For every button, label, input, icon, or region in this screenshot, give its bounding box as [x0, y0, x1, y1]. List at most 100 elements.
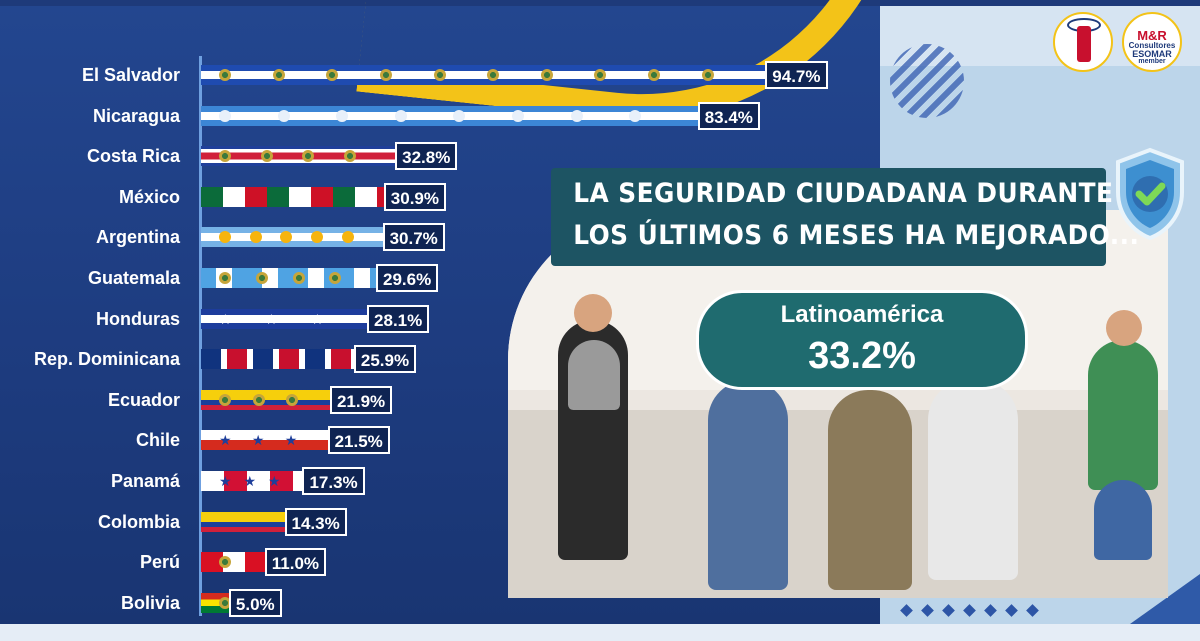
value-label: 28.1%	[367, 304, 430, 333]
flag-emblem: ★	[219, 310, 232, 327]
logo-org-text: ESOMAR	[1132, 49, 1172, 59]
region-value: 33.2%	[808, 335, 916, 377]
headline-box: LA SEGURIDAD CIUDADANA DURANTE LOS ÚLTIM…	[551, 168, 1140, 266]
flag-emblem	[219, 231, 231, 244]
bar-dominican-republic-flag	[201, 349, 356, 370]
flag-emblem	[292, 272, 305, 284]
regional-average-badge: Latinoamérica 33.2%	[696, 290, 1028, 390]
diamond-dot	[921, 604, 934, 617]
category-label: El Salvador	[81, 65, 180, 85]
flag-emblem	[511, 109, 524, 122]
value-label: 30.7%	[382, 223, 445, 252]
flag-emblem	[629, 109, 642, 122]
flag-emblem: ★	[265, 310, 278, 327]
diamond-dot	[1005, 604, 1018, 617]
person-figure	[1088, 340, 1158, 490]
value-label: 5.0%	[228, 588, 282, 617]
diamond-dot	[1026, 604, 1039, 617]
category-label: Panamá	[110, 471, 180, 491]
flag-emblem	[280, 231, 293, 244]
diamond-dot	[984, 604, 997, 617]
flag-emblem	[329, 272, 342, 284]
flag-emblem: ★	[243, 473, 257, 489]
bar-chile-flag: ★ ★ ★	[201, 430, 330, 451]
value-label: 17.3%	[302, 467, 365, 495]
value-label: 32.8%	[395, 142, 458, 171]
category-label: Colombia	[97, 511, 180, 532]
flag-emblem	[379, 69, 392, 81]
value-label: 21.5%	[327, 426, 390, 455]
bar-argentina-flag	[201, 227, 385, 248]
bar-ecuador-flag	[201, 389, 332, 410]
person-head	[1106, 310, 1142, 346]
flag-emblem: ★	[219, 473, 232, 489]
diamond-dots-decoration	[900, 604, 1039, 617]
flag-emblem	[540, 69, 553, 81]
flag-emblem	[219, 556, 231, 569]
mr-consultores-logo: M&R Consultores ESOMAR member	[1122, 12, 1182, 72]
logo-main-text: M&R	[1137, 28, 1167, 43]
value-label: 29.6%	[376, 264, 439, 292]
flag-emblem	[277, 109, 290, 122]
flag-emblem	[326, 69, 339, 81]
flag-emblem: ★	[267, 473, 281, 489]
value-label: 11.0%	[264, 548, 327, 577]
chart-axis-line	[199, 56, 202, 616]
flag-emblem	[433, 69, 446, 81]
value-label: 30.9%	[383, 182, 446, 211]
value-label: 14.3%	[284, 507, 347, 536]
flag-emblem	[252, 393, 265, 406]
category-label: Ecuador	[107, 389, 180, 410]
category-label: Bolivia	[120, 592, 180, 613]
top-border	[0, 0, 1200, 6]
bar-el-salvador-flag	[201, 65, 768, 85]
flag-emblem	[336, 109, 349, 122]
flag-emblem	[219, 596, 231, 609]
flag-emblem	[219, 69, 231, 81]
bar-nicaragua-flag	[201, 105, 700, 126]
flag-emblem: ★	[251, 432, 265, 449]
value-label: 94.7%	[765, 61, 828, 89]
flag-emblem	[487, 69, 500, 81]
headline-line-2: LOS ÚLTIMOS 6 MESES HA MEJORADO...	[573, 220, 1140, 251]
person-shorts	[1094, 480, 1152, 560]
crowd-photo	[508, 210, 1168, 598]
diamond-dot	[942, 604, 955, 617]
hatched-circle-decoration	[890, 44, 964, 118]
bar-guatemala-flag	[201, 268, 378, 288]
region-label: Latinoamérica	[780, 301, 944, 328]
category-label: Chile	[135, 430, 180, 451]
flag-emblem: ★	[284, 432, 298, 449]
person-figure	[828, 390, 912, 590]
diamond-dot	[963, 604, 976, 617]
flag-emblem	[341, 231, 354, 244]
flag-emblem	[311, 231, 324, 244]
flag-emblem	[255, 272, 268, 284]
logo-member-text: member	[1138, 58, 1166, 65]
flag-emblem	[286, 393, 299, 406]
category-label: Nicaragua	[92, 105, 180, 126]
bar-panama-flag: ★ ★ ★	[201, 471, 305, 491]
value-label: 21.9%	[329, 385, 393, 414]
flag-emblem	[260, 150, 273, 163]
person-figure	[708, 380, 788, 590]
diamond-dot	[900, 604, 913, 617]
bar-peru-flag	[201, 552, 267, 573]
flag-emblem	[219, 109, 231, 122]
category-label: Argentina	[95, 227, 180, 248]
headline-line-1: LA SEGURIDAD CIUDADANA DURANTE	[573, 178, 1114, 209]
category-label: México	[118, 186, 180, 207]
bar-costa-rica-flag	[201, 146, 398, 167]
flag-emblem	[219, 150, 231, 163]
flag-emblem	[272, 69, 285, 81]
bar-mexico-flag	[201, 186, 386, 207]
category-label: Guatemala	[87, 268, 180, 288]
category-label: Perú	[139, 552, 180, 573]
value-label: 83.4%	[697, 101, 760, 130]
person-shirt	[568, 340, 620, 410]
flag-emblem	[453, 109, 466, 122]
flag-emblem	[570, 109, 583, 122]
flag-emblem: ★	[219, 432, 232, 449]
flag-emblem	[219, 272, 231, 284]
flag-emblem	[394, 109, 407, 122]
